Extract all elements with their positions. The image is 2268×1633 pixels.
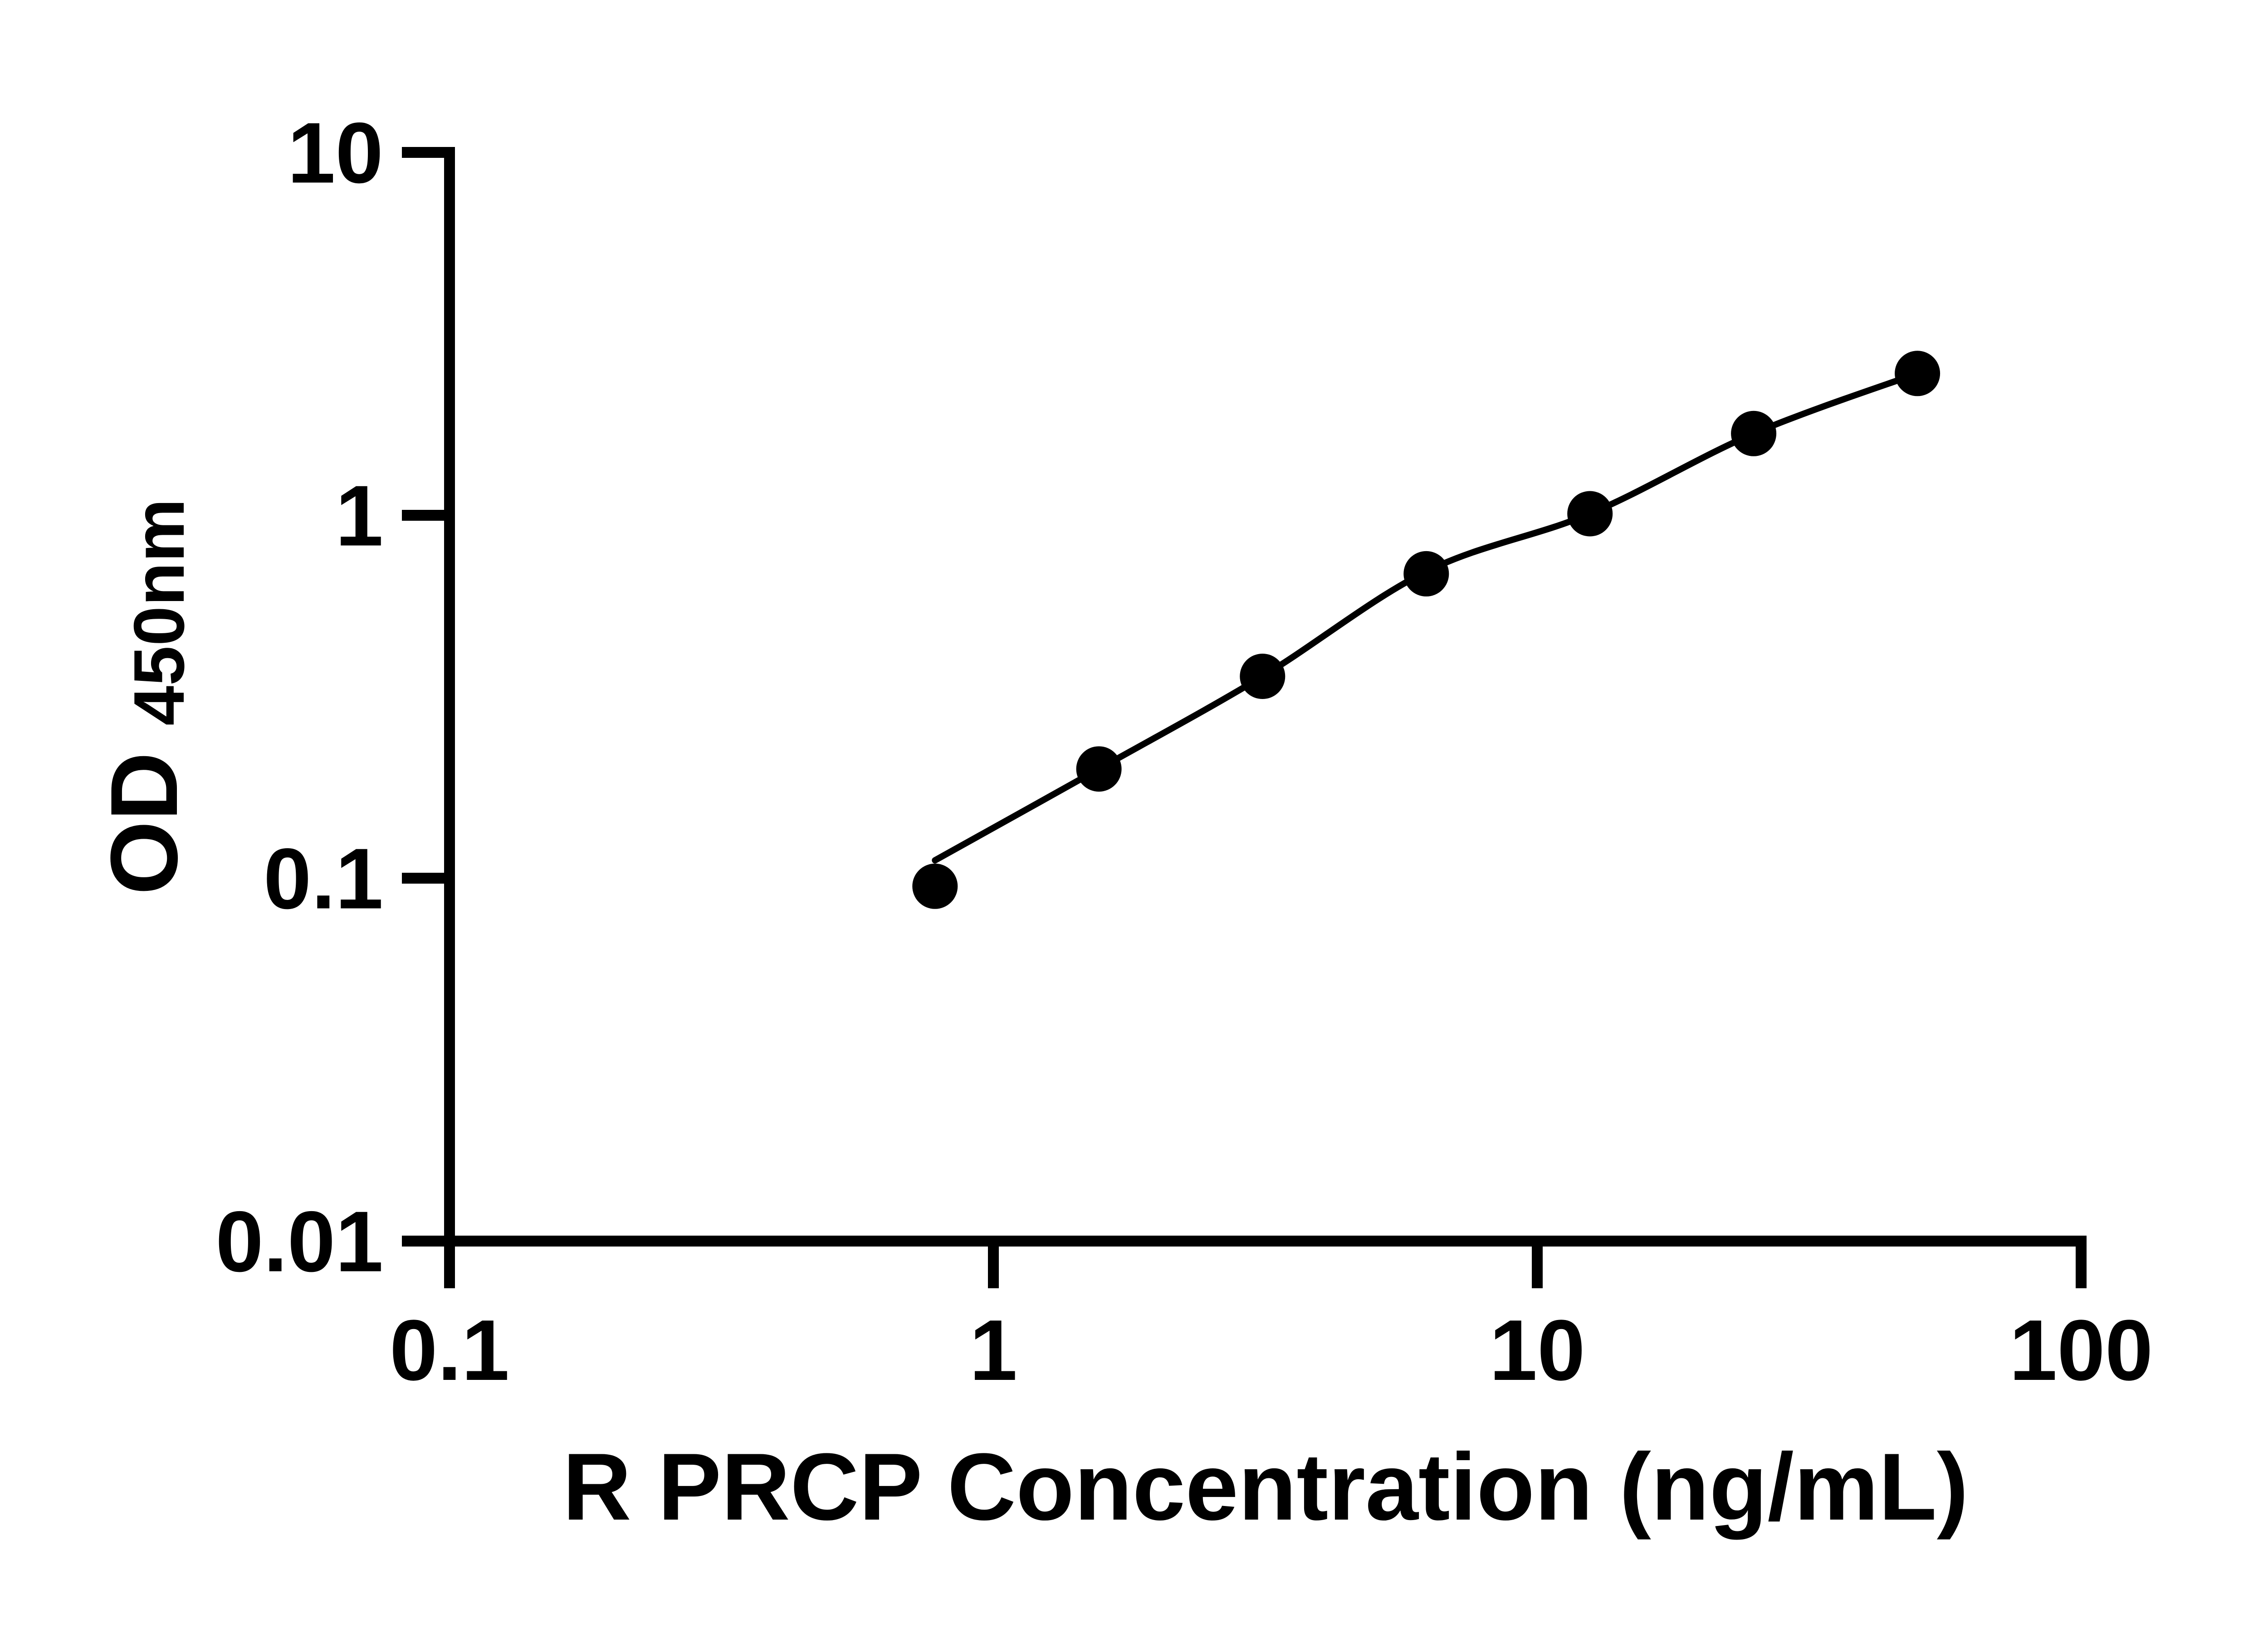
x-tick-label: 10	[1489, 1302, 1585, 1398]
x-tick-label: 100	[2009, 1302, 2153, 1398]
y-tick-label: 0.01	[215, 1194, 383, 1290]
data-point	[1076, 746, 1122, 792]
x-tick-label: 1	[969, 1302, 1017, 1398]
y-tick-label: 0.1	[264, 831, 383, 927]
data-point	[1731, 411, 1777, 456]
data-point	[1895, 351, 1941, 396]
y-axis-title-main: OD	[91, 752, 197, 895]
x-axis-ticks	[444, 1241, 2087, 1288]
x-axis-title: R PRCP Concentration (ng/mL)	[562, 1433, 1968, 1540]
data-point	[912, 863, 958, 909]
x-tick-label: 0.1	[390, 1302, 509, 1398]
axes	[444, 147, 2087, 1247]
data-point	[1240, 654, 1286, 699]
x-axis-tick-labels: 0.1 1 10 100	[390, 1302, 2153, 1398]
plot-layer	[912, 351, 1941, 909]
y-axis-tick-labels: 10 1 0.1 0.01	[215, 105, 383, 1290]
y-axis-title-subscript: 450nm	[119, 499, 199, 726]
y-axis-title: OD 450nm	[91, 499, 199, 895]
y-tick-label: 10	[288, 105, 383, 201]
y-axis-ticks	[402, 147, 450, 1247]
data-point	[1403, 551, 1449, 596]
data-point	[1567, 491, 1613, 537]
y-tick-label: 1	[335, 468, 383, 564]
